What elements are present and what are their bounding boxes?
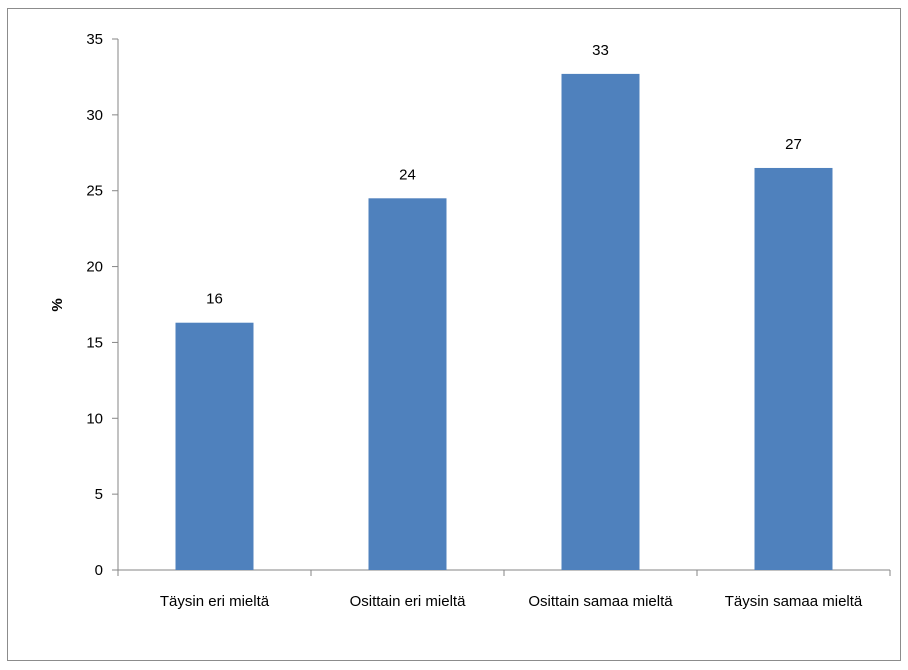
bars <box>175 73 833 571</box>
y-tick-label: 30 <box>86 107 103 124</box>
bar <box>368 198 447 571</box>
bar <box>561 73 640 570</box>
bar <box>175 322 254 570</box>
y-tick-label: 20 <box>86 259 103 276</box>
y-tick-label: 35 <box>86 31 103 48</box>
data-label: 27 <box>785 136 802 153</box>
chart-frame <box>7 8 901 661</box>
data-label: 24 <box>399 166 416 183</box>
x-tick-label: Osittain eri mieltä <box>350 593 467 610</box>
x-tick-label: Täysin eri mieltä <box>160 593 270 610</box>
x-tick-label: Täysin samaa mieltä <box>725 593 863 610</box>
y-tick-label: 15 <box>86 334 103 351</box>
labels: 16 Täysin eri mieltä 24 Osittain eri mieltä… <box>160 42 863 610</box>
x-tick-label: Osittain samaa mieltä <box>528 593 673 610</box>
y-axis-title: % <box>49 298 66 311</box>
data-label: 33 <box>592 42 609 59</box>
y-tick-label: 5 <box>95 486 103 503</box>
data-label: 16 <box>206 291 223 308</box>
y-tick-label: 0 <box>95 562 103 579</box>
y-tick-label: 25 <box>86 183 103 200</box>
bar <box>754 167 833 570</box>
y-tick-label: 10 <box>86 410 103 427</box>
